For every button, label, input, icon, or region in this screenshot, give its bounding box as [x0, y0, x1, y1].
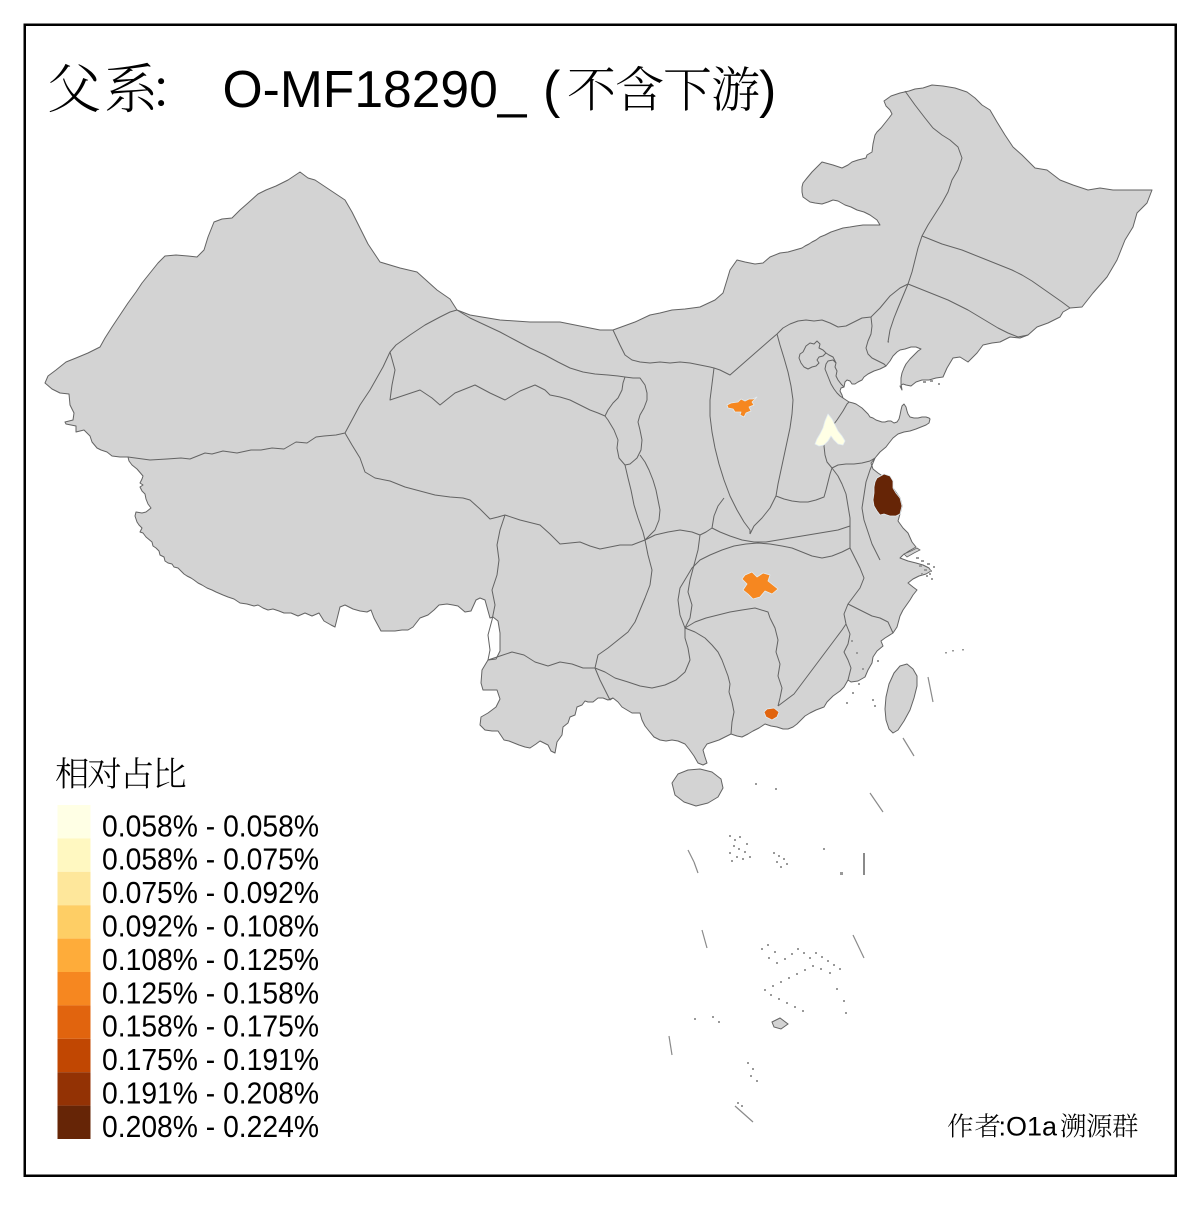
- svg-text:0.108% - 0.125%: 0.108% - 0.125%: [102, 943, 319, 977]
- svg-text:): ): [759, 61, 776, 119]
- svg-text:0.208% - 0.224%: 0.208% - 0.224%: [102, 1110, 319, 1144]
- svg-text:0.058% - 0.058%: 0.058% - 0.058%: [102, 809, 319, 843]
- svg-text:(: (: [543, 61, 561, 119]
- svg-text:0.125% - 0.158%: 0.125% - 0.158%: [102, 976, 319, 1010]
- svg-text:0.158% - 0.175%: 0.158% - 0.175%: [102, 1010, 319, 1044]
- svg-text:0.075% - 0.092%: 0.075% - 0.092%: [102, 876, 319, 910]
- svg-text:0.092% - 0.108%: 0.092% - 0.108%: [102, 910, 319, 944]
- svg-text:0.058% - 0.075%: 0.058% - 0.075%: [102, 843, 319, 877]
- svg-text:0.191% - 0.208%: 0.191% - 0.208%: [102, 1077, 319, 1111]
- svg-text:0.175% - 0.191%: 0.175% - 0.191%: [102, 1043, 319, 1077]
- svg-text::O1a: :O1a: [999, 1112, 1059, 1142]
- svg-text:O-MF18290_: O-MF18290_: [223, 61, 528, 119]
